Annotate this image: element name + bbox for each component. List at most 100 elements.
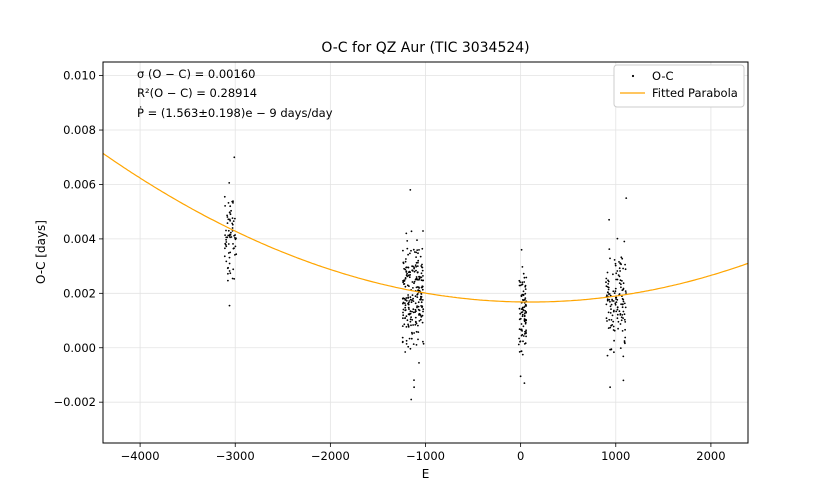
oc-data-point (418, 249, 420, 251)
oc-data-point (520, 308, 523, 310)
oc-data-point (606, 291, 609, 294)
stats-sigma: σ (O − C) = 0.00160 (137, 67, 255, 81)
oc-data-point (228, 211, 231, 214)
oc-data-point (621, 306, 624, 309)
oc-data-point (521, 315, 524, 318)
oc-data-point (610, 319, 613, 321)
oc-data-point (620, 256, 623, 259)
x-tick-label: 2000 (696, 449, 725, 463)
oc-data-point (624, 290, 627, 292)
oc-data-point (231, 223, 234, 226)
oc-data-point (419, 255, 422, 258)
oc-data-point (611, 300, 614, 302)
oc-data-point (227, 252, 230, 254)
oc-data-point (524, 321, 527, 324)
oc-data-point (409, 312, 412, 315)
oc-data-point (609, 312, 612, 314)
oc-data-point (233, 156, 236, 159)
oc-data-point (405, 232, 408, 235)
oc-data-point (413, 266, 415, 269)
oc-data-point (410, 249, 412, 252)
oc-data-point (405, 339, 408, 342)
oc-data-point (523, 333, 526, 335)
oc-data-point (415, 344, 418, 346)
oc-data-point (522, 340, 524, 343)
oc-data-point (416, 305, 418, 307)
oc-data-point (519, 340, 522, 343)
chart-title: O-C for QZ Aur (TIC 3034524) (321, 40, 529, 56)
oc-data-point (624, 268, 627, 271)
oc-data-point (422, 308, 425, 311)
oc-data-point (227, 279, 229, 282)
oc-data-point (405, 343, 408, 345)
oc-data-point (624, 263, 626, 266)
oc-data-point (621, 280, 623, 282)
oc-data-point (523, 314, 526, 317)
oc-data-point (417, 305, 420, 308)
oc-data-point (415, 269, 417, 272)
oc-data-point (418, 320, 421, 322)
oc-data-point (412, 287, 414, 289)
oc-data-point (403, 297, 406, 300)
oc-data-point (408, 274, 410, 277)
oc-data-point (412, 311, 415, 314)
y-tick-label: 0.004 (63, 232, 96, 246)
oc-data-point (621, 289, 624, 292)
oc-data-point (411, 310, 413, 313)
oc-data-point (421, 269, 424, 272)
oc-data-point (232, 243, 234, 245)
oc-data-point (524, 310, 527, 312)
oc-data-point (609, 257, 611, 260)
oc-data-point (612, 300, 615, 302)
oc-data-point (622, 287, 625, 290)
oc-data-point (622, 355, 625, 358)
oc-data-point (624, 306, 627, 309)
oc-data-point (520, 350, 523, 353)
oc-data-point (414, 320, 417, 323)
oc-data-point (610, 324, 612, 327)
oc-data-point (616, 308, 619, 311)
oc-data-point (619, 279, 622, 282)
oc-data-point (401, 336, 404, 339)
oc-data-point (615, 272, 618, 275)
oc-data-point (406, 284, 409, 287)
oc-data-point (407, 323, 409, 326)
oc-data-point (421, 285, 424, 288)
oc-data-point (616, 306, 619, 309)
oc-data-point (405, 271, 408, 273)
legend-label-parabola: Fitted Parabola (652, 86, 738, 100)
oc-data-point (524, 288, 527, 290)
oc-data-point (418, 275, 420, 278)
oc-data-point (409, 347, 412, 350)
oc-data-point (418, 277, 421, 280)
oc-data-point (404, 302, 406, 305)
oc-data-point (227, 218, 230, 221)
oc-data-point (417, 308, 420, 311)
oc-data-point (617, 320, 620, 323)
oc-data-point (417, 289, 420, 291)
oc-data-point (413, 386, 415, 389)
oc-data-point (624, 328, 626, 331)
oc-data-point (522, 309, 525, 312)
oc-data-point (618, 282, 621, 284)
oc-data-point (608, 248, 611, 251)
oc-data-point (610, 308, 612, 310)
oc-data-point (412, 297, 414, 300)
oc-data-point (224, 234, 227, 237)
oc-data-point (410, 316, 412, 319)
oc-data-point (406, 319, 409, 322)
oc-data-point (234, 234, 237, 236)
oc-data-point (405, 258, 407, 260)
oc-data-point (521, 306, 524, 309)
x-tick-label: −1000 (406, 449, 445, 463)
oc-data-point (613, 339, 615, 342)
oc-data-point (404, 285, 407, 288)
oc-data-point (404, 309, 407, 311)
oc-data-point (411, 331, 413, 334)
oc-data-point (401, 340, 404, 343)
oc-data-point (413, 332, 415, 334)
oc-data-point (409, 252, 411, 255)
oc-data-point (232, 268, 235, 271)
oc-data-point (402, 249, 404, 252)
oc-data-point (422, 230, 424, 232)
